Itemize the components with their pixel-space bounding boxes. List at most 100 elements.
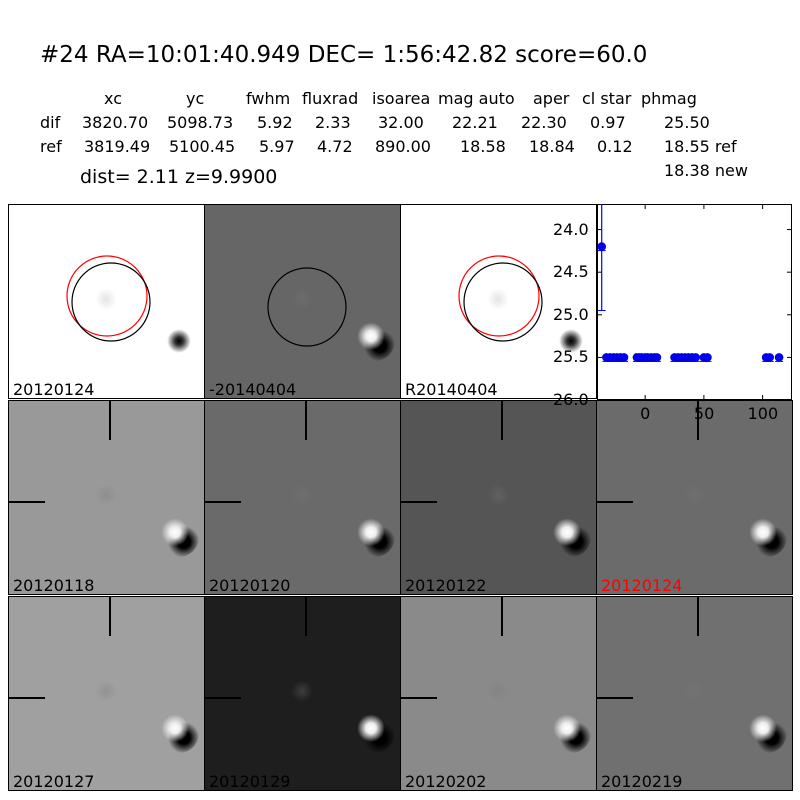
crosshair-horizontal (597, 697, 633, 699)
crosshair-horizontal (205, 697, 241, 699)
column-header: xc (104, 89, 122, 108)
faint-source (683, 680, 705, 702)
crosshair-horizontal (401, 697, 437, 699)
dipole-residual (355, 713, 395, 753)
aperture-circles (66, 255, 151, 342)
dipole-residual (355, 321, 395, 361)
faint-source (291, 680, 313, 702)
faint-source (95, 484, 117, 506)
x-tick-label: 50 (693, 404, 715, 423)
column-header: cl star (582, 89, 632, 108)
crosshair-vertical (305, 401, 307, 440)
crosshair-vertical (501, 401, 503, 440)
stamp-date-label: 20120127 (13, 772, 95, 791)
table-cell: 890.00 (375, 137, 431, 156)
data-point (691, 353, 700, 362)
faint-source (487, 484, 509, 506)
crosshair-vertical (305, 597, 307, 636)
stamp-date-label: -20140404 (209, 380, 297, 399)
table-cell: 32.00 (378, 113, 424, 132)
x-tick-label: 100 (747, 404, 779, 423)
table-cell: 22.30 (521, 113, 567, 132)
faint-source (95, 680, 117, 702)
crosshair-vertical (109, 597, 111, 636)
stamp-date-label: 20120202 (405, 772, 487, 791)
dipole-residual (747, 517, 787, 557)
table-cell: 5.97 (259, 137, 295, 156)
stamp-date-label: 20120122 (405, 576, 487, 595)
table-cell: 0.12 (597, 137, 633, 156)
image-stamp: 20120202 (400, 596, 597, 791)
image-stamp: 20120219 (596, 596, 793, 791)
row-label: dif (40, 113, 61, 132)
aperture-circle (267, 267, 347, 347)
faint-source (487, 288, 509, 310)
table-cell: 3819.49 (84, 137, 151, 156)
table-cell: 5098.73 (167, 113, 234, 132)
dist-z-readout: dist= 2.11 z=9.9900 (80, 166, 278, 188)
dipole-residual (551, 713, 591, 753)
column-header: yc (186, 89, 205, 108)
y-tick-label: 26.0 (553, 390, 589, 409)
column-header: isoarea (372, 89, 431, 108)
data-point (703, 353, 712, 362)
data-point (619, 353, 629, 362)
y-tick-label: 24.0 (553, 219, 589, 239)
candidate-title: #24 RA=10:01:40.949 DEC= 1:56:42.82 scor… (40, 42, 648, 68)
stamp-date-label: 20120124 (13, 380, 95, 399)
table-cell: 18.84 (529, 137, 575, 156)
image-stamp: 20120127 (8, 596, 205, 791)
table-cell: 3820.70 (82, 113, 149, 132)
aperture-circles (458, 255, 543, 342)
light-curve-plot (597, 204, 792, 401)
stamp-date-label: 20120129 (209, 772, 291, 791)
table-cell: 25.50 (664, 113, 710, 132)
data-point (774, 353, 784, 362)
star (559, 329, 583, 353)
faint-source (291, 484, 313, 506)
stamp-date-label: 20120124 (601, 576, 683, 595)
data-point (652, 353, 662, 362)
dipole-residual (747, 713, 787, 753)
star (167, 329, 191, 353)
column-header: phmag (641, 89, 697, 108)
table-cell: 2.33 (315, 113, 351, 132)
dipole-residual (159, 517, 199, 557)
table-cell: 22.21 (452, 113, 498, 132)
y-tick-label: 25.0 (553, 304, 589, 324)
faint-source (95, 288, 117, 310)
image-stamp: 20120124 (8, 204, 205, 399)
phmag-new: 18.38 new (664, 161, 748, 180)
image-stamp: R20140404 (400, 204, 597, 399)
faint-source (291, 288, 313, 310)
table-cell: 5100.45 (169, 137, 236, 156)
image-stamp: 20120122 (400, 400, 597, 595)
table-cell: 18.58 (460, 137, 506, 156)
dipole-residual (159, 713, 199, 753)
table-cell: 18.55 ref (664, 137, 737, 156)
stamp-date-label: 20120120 (209, 576, 291, 595)
row-label: ref (40, 137, 62, 156)
table-cell: 0.97 (590, 113, 626, 132)
crosshair-vertical (109, 401, 111, 440)
x-tick-label: 0 (640, 404, 651, 423)
crosshair-horizontal (9, 697, 45, 699)
table-cell: 5.92 (257, 113, 293, 132)
crosshair-vertical (697, 401, 699, 440)
table-cell: 4.72 (317, 137, 353, 156)
crosshair-horizontal (205, 501, 241, 503)
column-header: fluxrad (302, 89, 359, 108)
image-stamp: 20120129 (204, 596, 401, 791)
dipole-residual (355, 517, 395, 557)
column-header: aper (533, 89, 570, 108)
crosshair-vertical (697, 597, 699, 636)
image-stamp: 20120118 (8, 400, 205, 595)
stamp-date-label: 20120118 (13, 576, 95, 595)
image-stamp: 20120124 (596, 400, 793, 595)
crosshair-horizontal (597, 501, 633, 503)
column-header: mag auto (438, 89, 515, 108)
image-stamp: -20140404 (204, 204, 401, 399)
y-tick-label: 24.5 (553, 262, 589, 282)
data-point (597, 242, 606, 251)
data-point (765, 353, 774, 362)
